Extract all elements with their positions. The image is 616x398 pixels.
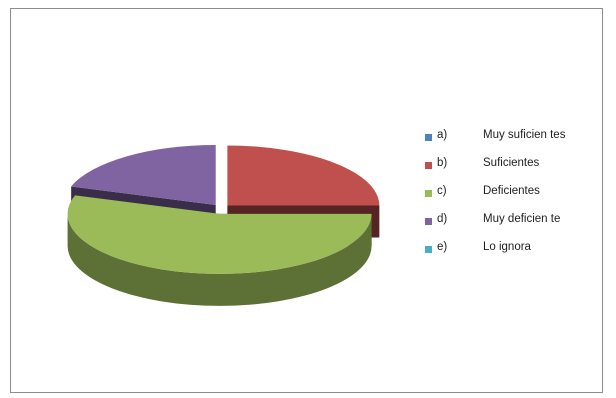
chart-frame: a) Muy suficien tes b) Suficientes c) De…: [10, 8, 603, 393]
legend-label: Muy deficien te: [483, 213, 561, 225]
legend-letter: c): [437, 185, 447, 197]
legend-swatch: [425, 246, 432, 253]
slice-side: [67, 213, 372, 306]
legend-letter: d): [437, 213, 448, 225]
legend-label: Muy suficien tes: [483, 129, 566, 141]
legend-label: Suficientes: [483, 157, 540, 169]
legend-entry-c: c) Deficientes: [425, 183, 605, 211]
pie-chart: [67, 144, 380, 306]
legend-entry-d: d) Muy deficien te: [425, 211, 605, 239]
legend-label: Deficientes: [483, 185, 540, 197]
legend-swatch: [425, 134, 432, 141]
legend-swatch: [425, 218, 432, 225]
legend-letter: a): [437, 129, 448, 141]
legend-swatch: [425, 190, 432, 197]
legend-entry-b: b) Suficientes: [425, 155, 605, 183]
legend-letter: b): [437, 157, 448, 169]
legend-entry-e: e) Lo ignora: [425, 239, 605, 267]
legend-swatch: [425, 162, 432, 169]
legend: a) Muy suficien tes b) Suficientes c) De…: [425, 127, 605, 267]
slice-top: [227, 145, 380, 206]
legend-label: Lo ignora: [483, 241, 531, 253]
slice-top: [71, 144, 216, 205]
legend-entry-a: a) Muy suficien tes: [425, 127, 605, 155]
pie-slice-3: [67, 195, 372, 306]
legend-letter: e): [437, 241, 448, 253]
slice-top: [67, 195, 372, 274]
